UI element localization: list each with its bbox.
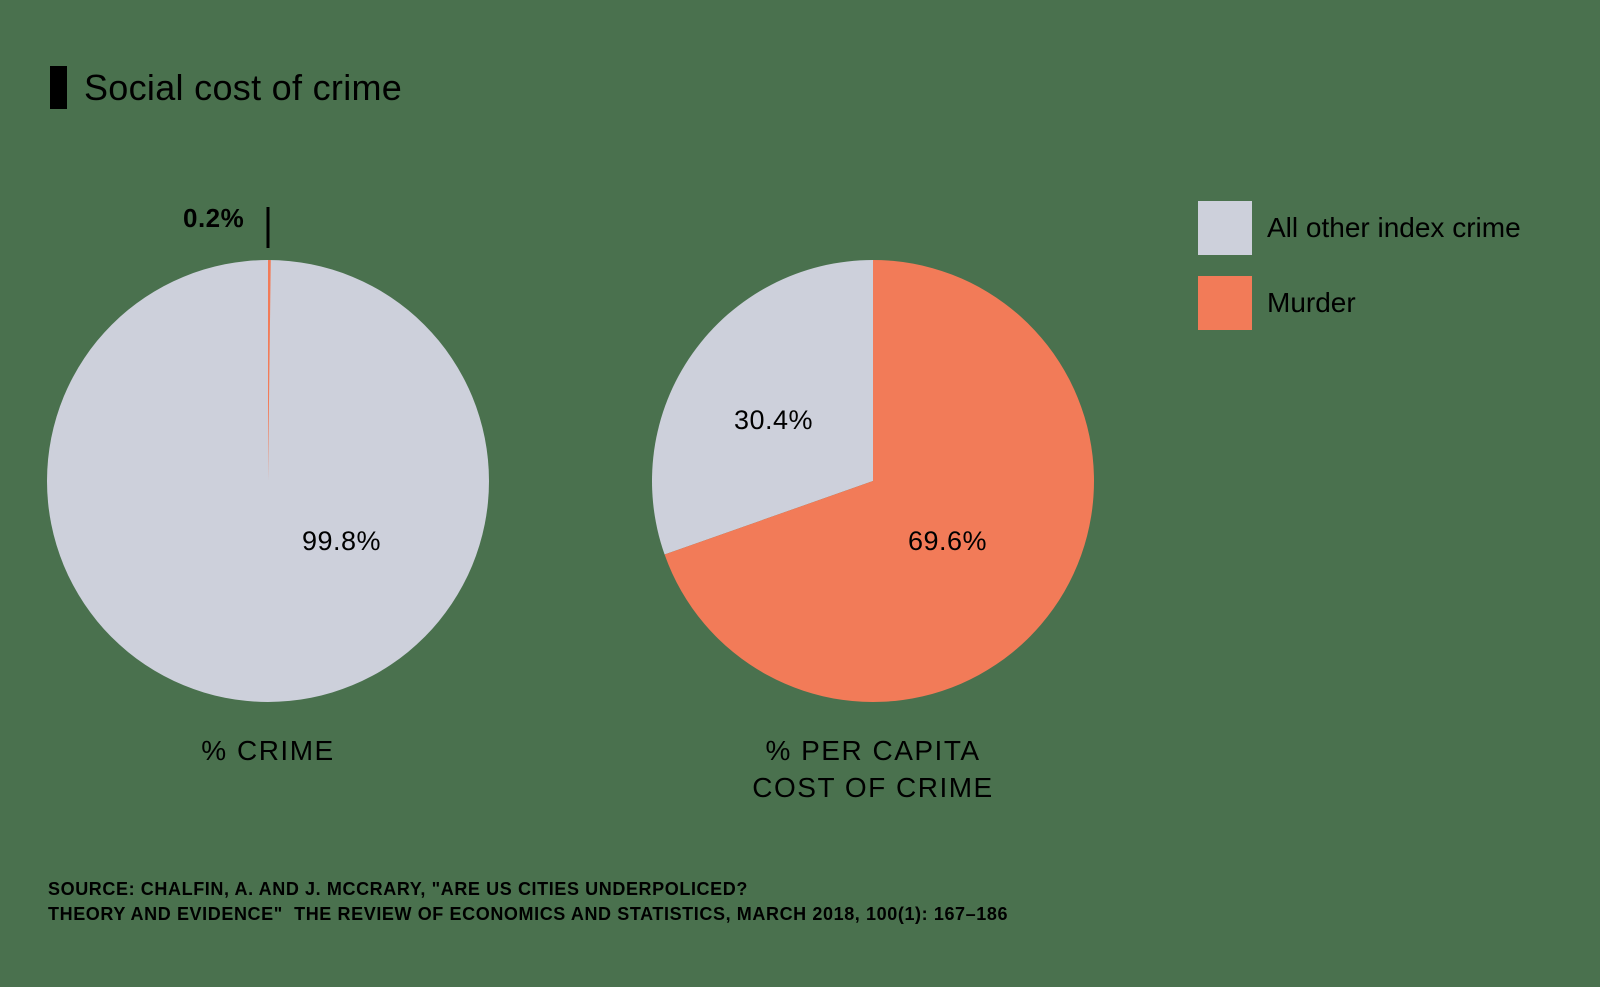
chart-title-block: Social cost of crime [50,66,402,109]
pie-cost-label-line2: COST OF CRIME [752,772,994,803]
pie-crime-murder-pct: 0.2% [183,203,245,233]
pie-cost-label: % PER CAPITA COST OF CRIME [723,732,1023,806]
pie-cost-label-line1: % PER CAPITA [765,735,981,766]
pie-crime-slice-murder [268,260,271,481]
legend-label-all-other: All other index crime [1267,212,1521,243]
chart-title: Social cost of crime [84,66,403,108]
legend-label-murder: Murder [1267,287,1356,318]
pie-crime-label: % CRIME [201,735,335,766]
title-accent-bar [50,66,67,109]
source-line-1: SOURCE: CHALFIN, A. AND J. MCCRARY, "ARE… [48,879,748,899]
legend-swatch-murder [1198,276,1252,330]
legend-item-murder: Murder [1198,276,1521,330]
source-line-2: THEORY AND EVIDENCE" THE REVIEW OF ECONO… [48,904,1009,924]
pie-cost-slice-all-other [652,260,873,555]
pie-cost-slice-murder [664,260,1095,702]
pie-crime-other-pct: 99.8% [302,526,382,556]
pie-crime [47,207,489,702]
legend: All other index crime Murder [1198,201,1521,351]
legend-item-all-other: All other index crime [1198,201,1521,255]
source-citation: SOURCE: CHALFIN, A. AND J. MCCRARY, "ARE… [48,877,1008,927]
pie-cost-murder-pct: 69.6% [908,526,988,556]
legend-swatch-all-other [1198,201,1252,255]
pie-cost-other-pct: 30.4% [734,405,814,435]
pie-cost [652,260,1095,702]
